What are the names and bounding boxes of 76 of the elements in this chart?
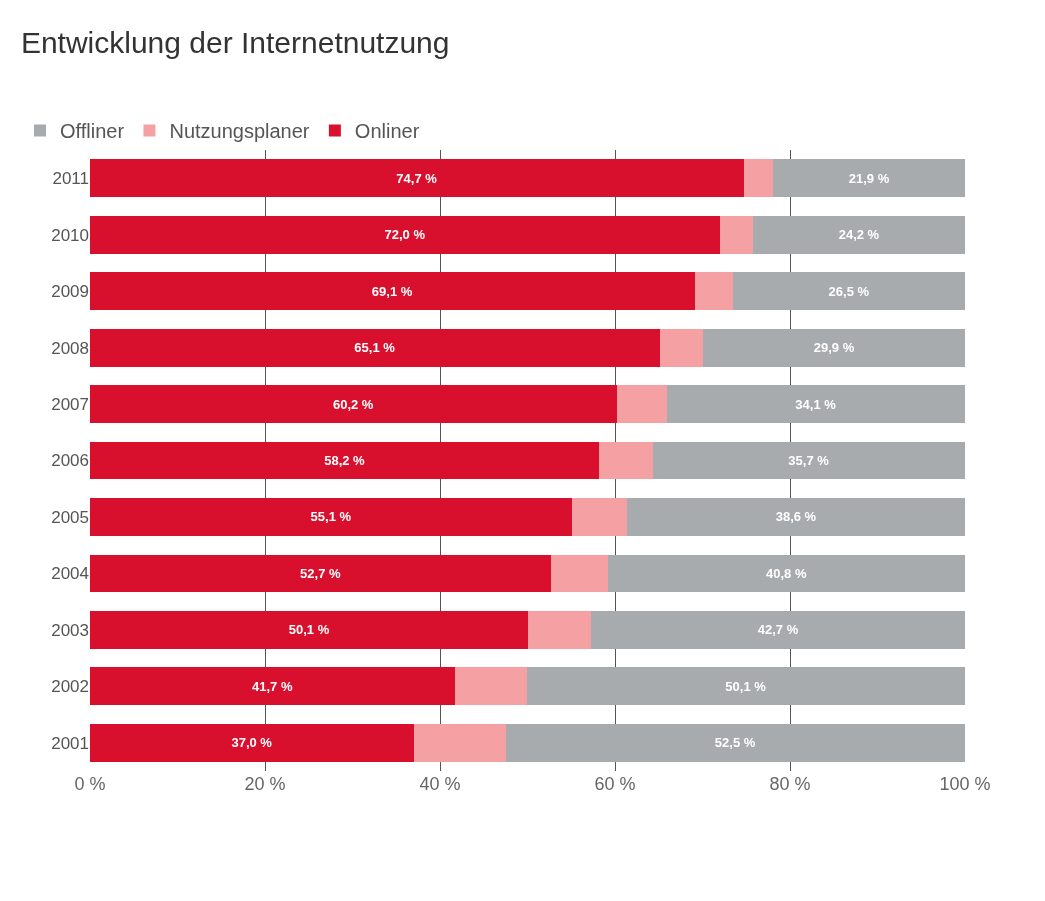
bar: [591, 610, 965, 649]
data-label: 55,1 %: [310, 509, 352, 525]
y-tick-label: 2002: [51, 677, 89, 697]
x-tick-label: 80 %: [769, 774, 811, 794]
y-tick-label: 2001: [51, 733, 89, 753]
x-tick-label: 40 %: [419, 774, 461, 794]
data-label: 42,7 %: [757, 622, 799, 638]
bar: [90, 215, 720, 254]
legend-label: Onliner: [354, 120, 420, 143]
bar: [526, 667, 965, 706]
bar: [773, 159, 965, 198]
data-label: 72,0 %: [384, 227, 426, 243]
x-tick-label: 20 %: [244, 774, 286, 794]
bar: [743, 159, 774, 198]
data-label: 26,5 %: [828, 283, 870, 299]
bar: [90, 441, 600, 480]
y-tick-label: 2010: [51, 225, 89, 245]
data-label: 41,7 %: [251, 678, 293, 694]
bar: [90, 328, 660, 367]
data-label: 52,5 %: [714, 735, 756, 751]
bar: [90, 272, 695, 311]
bar: [666, 385, 965, 423]
y-tick-label: 2011: [52, 169, 89, 189]
data-label: 74,7 %: [396, 170, 438, 186]
x-tick-label: 60 %: [594, 774, 636, 794]
x-tick-label: 100 %: [939, 774, 991, 794]
data-label: 52,7 %: [300, 565, 342, 581]
bar: [90, 159, 744, 198]
bar: [627, 498, 965, 536]
data-label: 37,0 %: [231, 735, 273, 751]
data-label: 21,9 %: [848, 170, 890, 186]
data-label: 34,1 %: [795, 396, 837, 412]
bar: [90, 610, 529, 649]
y-tick-label: 2005: [51, 507, 89, 527]
data-label: 29,9 %: [813, 340, 855, 356]
bar: [572, 498, 628, 536]
data-label: 35,7 %: [788, 453, 830, 468]
data-label: 24,2 %: [838, 227, 880, 243]
data-label: 60,2 %: [332, 396, 374, 412]
bar: [90, 667, 455, 706]
bar: [659, 328, 704, 367]
data-label: 50,1 %: [725, 678, 767, 694]
data-label: 65,1 %: [354, 340, 396, 356]
bar: [90, 385, 617, 423]
y-tick-label: 2007: [51, 395, 89, 414]
bar: [608, 554, 965, 593]
bar: [753, 215, 965, 254]
legend-label: Nutzungsplaner: [169, 120, 310, 143]
data-label: 58,2 %: [324, 453, 366, 468]
y-tick-label: 2009: [51, 282, 89, 302]
bar: [413, 723, 506, 762]
bar: [505, 723, 965, 762]
data-label: 69,1 %: [371, 283, 413, 299]
data-label: 50,1 %: [288, 622, 330, 638]
legend-label: Offliner: [60, 120, 125, 143]
bar: [720, 215, 754, 254]
bar: [528, 610, 592, 649]
bar: [599, 441, 653, 480]
bar: [694, 272, 734, 311]
bar: [616, 385, 667, 423]
bar: [652, 441, 965, 480]
bar: [454, 667, 527, 706]
bar: [90, 723, 414, 762]
y-tick-label: 2004: [51, 564, 89, 584]
chart-title: Entwicklung der Internetnutzung: [20, 25, 450, 59]
bar: [90, 498, 573, 536]
bar: [551, 554, 608, 593]
bar: [90, 554, 552, 593]
y-tick-label: 2006: [51, 451, 89, 471]
data-label: 38,6 %: [775, 509, 817, 525]
y-tick-label: 2003: [51, 620, 89, 640]
bar: [703, 328, 965, 367]
y-tick-label: 2008: [51, 338, 89, 358]
bar: [733, 272, 965, 311]
data-label: 40,8 %: [766, 565, 807, 581]
x-tick-label: 0 %: [74, 774, 106, 794]
